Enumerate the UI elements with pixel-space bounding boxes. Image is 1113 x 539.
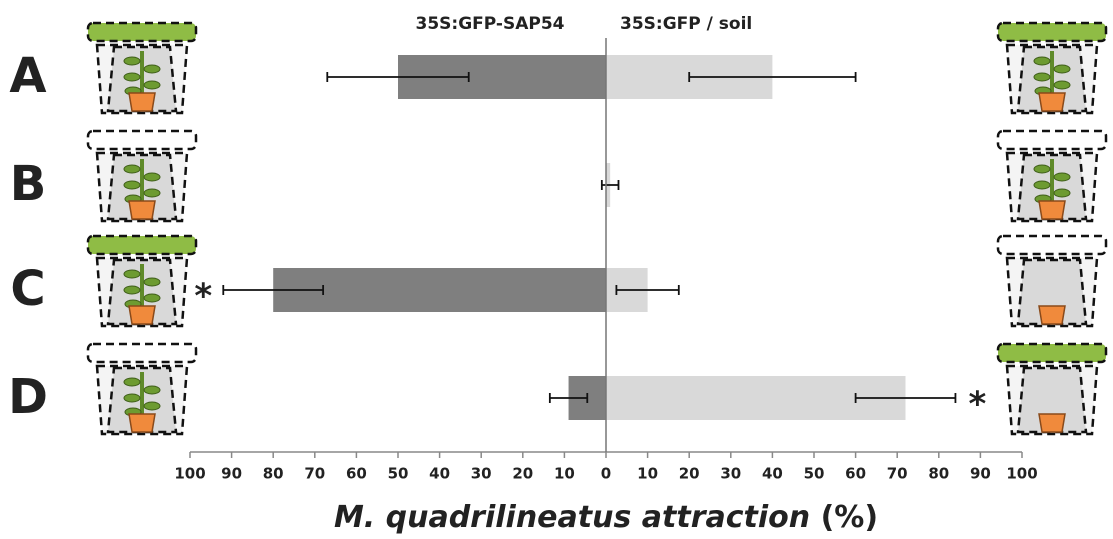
x-tick-label: 70 bbox=[304, 465, 325, 483]
x-tick-label: 30 bbox=[471, 465, 492, 483]
error-bar bbox=[326, 72, 470, 82]
lid bbox=[86, 129, 198, 151]
x-tick-label: 100 bbox=[174, 465, 205, 483]
leaf bbox=[1053, 188, 1071, 198]
x-tick-label: 0 bbox=[601, 465, 611, 483]
inner bbox=[1016, 258, 1088, 326]
x-axis-title-main: M. quadrilineatus attraction bbox=[334, 500, 810, 535]
error-bar bbox=[615, 285, 680, 295]
leaf bbox=[1053, 172, 1071, 182]
leaf bbox=[143, 80, 161, 90]
x-tick-label: 40 bbox=[762, 465, 783, 483]
leaf bbox=[123, 393, 141, 403]
bar bbox=[273, 268, 606, 312]
pot-icon bbox=[996, 129, 1108, 223]
pot-icon bbox=[86, 129, 198, 223]
x-tick-label: 20 bbox=[679, 465, 700, 483]
flower-pot bbox=[1038, 413, 1066, 433]
leaf bbox=[123, 269, 141, 279]
leaf bbox=[123, 285, 141, 295]
leaf bbox=[1053, 80, 1071, 90]
pot-icon bbox=[86, 21, 198, 115]
lid bbox=[996, 234, 1108, 256]
x-axis-title: M. quadrilineatus attraction (%) bbox=[334, 500, 878, 535]
leaf bbox=[1053, 64, 1071, 74]
flower-pot bbox=[128, 305, 156, 325]
category-label: C bbox=[10, 261, 45, 317]
x-tick-label: 50 bbox=[804, 465, 825, 483]
x-tick-label: 60 bbox=[845, 465, 866, 483]
x-tick-label: 50 bbox=[388, 465, 409, 483]
leaf bbox=[123, 377, 141, 387]
leaf bbox=[143, 293, 161, 303]
category-label: B bbox=[10, 156, 47, 212]
x-tick-label: 100 bbox=[1006, 465, 1037, 483]
significance-marker: * bbox=[969, 385, 987, 425]
category-label: D bbox=[8, 369, 48, 425]
x-tick-label: 70 bbox=[887, 465, 908, 483]
x-tick-label: 10 bbox=[637, 465, 658, 483]
leaf bbox=[143, 64, 161, 74]
x-tick-label: 60 bbox=[346, 465, 367, 483]
x-axis-title-unit: (%) bbox=[821, 500, 878, 535]
error-bar bbox=[548, 393, 589, 403]
flower-pot bbox=[128, 413, 156, 433]
pot-icon bbox=[86, 342, 198, 436]
flower-pot bbox=[1038, 200, 1066, 220]
leaf bbox=[1033, 56, 1051, 66]
flower-pot bbox=[1038, 305, 1066, 325]
leaf bbox=[123, 56, 141, 66]
x-tick-label: 80 bbox=[928, 465, 949, 483]
leaf bbox=[1033, 180, 1051, 190]
lid bbox=[86, 342, 198, 364]
leaf bbox=[143, 277, 161, 287]
leaf bbox=[1033, 72, 1051, 82]
x-tick-label: 90 bbox=[970, 465, 991, 483]
x-tick-label: 10 bbox=[554, 465, 575, 483]
leaf bbox=[143, 172, 161, 182]
x-tick-label: 80 bbox=[263, 465, 284, 483]
lid bbox=[86, 21, 198, 43]
significance-marker: * bbox=[194, 277, 212, 317]
leaf bbox=[143, 401, 161, 411]
lid bbox=[996, 129, 1108, 151]
leaf bbox=[123, 164, 141, 174]
pot-icon bbox=[86, 234, 198, 328]
x-tick-label: 90 bbox=[221, 465, 242, 483]
flower-pot bbox=[128, 200, 156, 220]
error-bar bbox=[600, 180, 620, 190]
leaf bbox=[1033, 164, 1051, 174]
leaf bbox=[143, 188, 161, 198]
pot-icon bbox=[996, 342, 1108, 436]
leaf bbox=[143, 385, 161, 395]
legend-label: 35S:GFP-SAP54 bbox=[416, 14, 565, 34]
pot-icon bbox=[996, 21, 1108, 115]
flower-pot bbox=[1038, 92, 1066, 112]
error-bar bbox=[688, 72, 857, 82]
x-tick-label: 20 bbox=[512, 465, 533, 483]
pot-icon bbox=[996, 234, 1108, 328]
lid bbox=[996, 21, 1108, 43]
inner bbox=[1016, 366, 1088, 434]
leaf bbox=[123, 72, 141, 82]
legend-label: 35S:GFP / soil bbox=[620, 14, 752, 34]
error-bar bbox=[854, 393, 957, 403]
leaf bbox=[123, 180, 141, 190]
flower-pot bbox=[128, 92, 156, 112]
x-tick-label: 40 bbox=[429, 465, 450, 483]
x-tick-label: 30 bbox=[720, 465, 741, 483]
lid bbox=[86, 234, 198, 256]
category-label: A bbox=[9, 48, 46, 104]
error-bar bbox=[222, 285, 325, 295]
lid bbox=[996, 342, 1108, 364]
